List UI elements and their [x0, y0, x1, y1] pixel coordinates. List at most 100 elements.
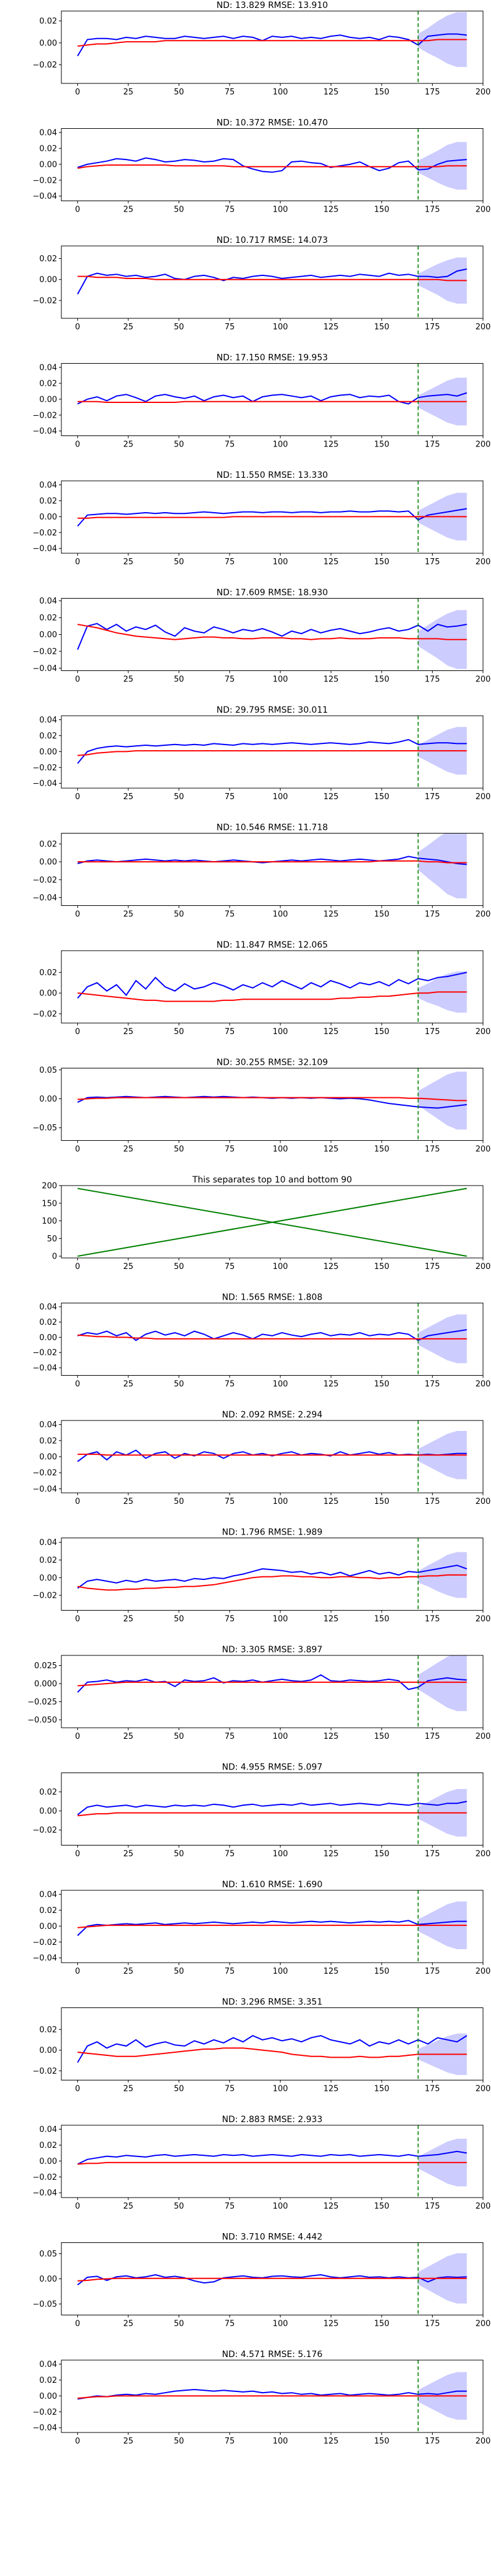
predicted-series-line	[77, 1812, 467, 1817]
x-tick-label: 100	[273, 1380, 288, 1389]
actual-series-line	[77, 2274, 467, 2286]
actual-series-line	[77, 1449, 467, 1462]
actual-series-line	[77, 1329, 467, 1341]
subplot-title: ND: 11.550 RMSE: 13.330	[217, 470, 328, 480]
subplot-17: ND: 1.610 RMSE: 1.690 −0.04 −0.02 0.00 0.02 0…	[33, 1880, 490, 1976]
x-tick-label: 175	[425, 792, 440, 802]
x-tick-label: 175	[425, 2202, 440, 2211]
x-tick-label: 125	[323, 2437, 339, 2446]
x-tick-label: 75	[225, 2085, 235, 2094]
x-tick-label: 175	[425, 323, 440, 332]
plot-area	[77, 1655, 467, 1728]
subplot-title: ND: 4.955 RMSE: 5.097	[222, 1763, 323, 1773]
x-tick-label: 200	[476, 910, 491, 919]
subplot-18: ND: 3.296 RMSE: 3.351 −0.02 0.00 0.02 0 25 50 7…	[33, 1998, 490, 2094]
x-tick-label: 100	[273, 88, 288, 97]
y-tick-label: −0.02	[33, 1469, 57, 1478]
x-tick-label: 50	[174, 1850, 184, 1859]
y-tick-label: 0.02	[39, 497, 57, 506]
x-tick-label: 175	[425, 1145, 440, 1154]
x-tick-label: 100	[273, 440, 288, 450]
y-tick-label: −0.02	[33, 296, 57, 305]
x-tick-label: 200	[476, 792, 491, 802]
x-tick-label: 75	[225, 1027, 235, 1037]
axes-frame	[61, 1068, 484, 1141]
x-tick-label: 175	[425, 1850, 440, 1859]
subplot-7: ND: 29.795 RMSE: 30.011 −0.04 −0.02 0.00 0.0…	[33, 705, 490, 802]
y-tick-label: −0.025	[28, 1698, 57, 1707]
x-tick-label: 50	[174, 2202, 184, 2211]
actual-series-line	[77, 1801, 467, 1815]
x-tick-label: 100	[273, 1145, 288, 1154]
x-tick-label: 50	[174, 1732, 184, 1741]
x-tick-label: 150	[374, 440, 389, 450]
x-tick-label: 125	[323, 1732, 339, 1741]
x-tick-label: 0	[75, 1615, 80, 1624]
subplot-11: This separates top 10 and bottom 90 0 50 10…	[42, 1175, 490, 1271]
y-tick-label: 0.02	[39, 1906, 57, 1915]
x-tick-label: 0	[75, 1380, 80, 1389]
x-tick-label: 25	[123, 2202, 134, 2211]
actual-series-line	[77, 2388, 467, 2400]
axes-frame	[61, 1655, 484, 1728]
x-tick-label: 50	[174, 2085, 184, 2094]
y-tick-label: −0.05	[33, 1124, 57, 1133]
axes-frame	[61, 1303, 484, 1376]
axes-frame	[61, 715, 484, 789]
x-tick-label: 125	[323, 323, 339, 332]
x-tick-label: 125	[323, 910, 339, 919]
x-tick-label: 175	[425, 1027, 440, 1037]
plot-area	[77, 1303, 467, 1376]
plot-area	[77, 1538, 467, 1611]
actual-series-line	[77, 2034, 468, 2063]
y-tick-label: 0.02	[39, 17, 57, 26]
x-tick-label: 175	[425, 1967, 440, 1976]
x-tick-label: 25	[123, 910, 134, 919]
actual-series-line	[77, 1674, 467, 1693]
x-tick-label: 25	[123, 205, 134, 215]
x-tick-label: 100	[273, 205, 288, 215]
x-tick-label: 25	[123, 1732, 134, 1741]
y-tick-label: −0.04	[33, 545, 57, 554]
plot-area	[77, 1420, 467, 1493]
x-tick-label: 50	[174, 1497, 184, 1506]
x-tick-label: 175	[425, 910, 440, 919]
x-tick-label: 150	[374, 1497, 389, 1506]
subplot-title: ND: 1.796 RMSE: 1.989	[222, 1528, 323, 1538]
y-tick-label: 0.02	[39, 968, 57, 978]
x-tick-label: 75	[225, 792, 235, 802]
x-tick-label: 125	[323, 2085, 339, 2094]
x-tick-label: 0	[75, 1967, 80, 1976]
subplot-8: ND: 10.546 RMSE: 11.718 −0.04 −0.02 0.00 0.0…	[33, 823, 490, 919]
y-tick-label: 0.02	[39, 2025, 57, 2034]
y-tick-label: 0	[52, 1252, 57, 1262]
y-tick-label: 0.02	[39, 2376, 57, 2385]
y-tick-label: 0.02	[39, 255, 57, 264]
x-tick-label: 75	[225, 1850, 235, 1859]
x-tick-label: 0	[75, 88, 80, 97]
x-tick-label: 25	[123, 323, 134, 332]
subplot-14: ND: 1.796 RMSE: 1.989 −0.02 0.00 0.02 0.04 0 2…	[33, 1528, 490, 1624]
predicted-series-line	[77, 1574, 467, 1591]
x-tick-label: 100	[273, 2085, 288, 2094]
x-tick-label: 175	[425, 440, 440, 450]
subplot-9: ND: 11.847 RMSE: 12.065 −0.02 0.00 0.02 0 25 5…	[33, 940, 490, 1037]
x-tick-label: 75	[225, 440, 235, 450]
x-tick-label: 50	[174, 88, 184, 97]
subplot-title: ND: 3.296 RMSE: 3.351	[222, 1998, 323, 2007]
subplot-title: ND: 10.372 RMSE: 10.470	[217, 118, 328, 128]
x-tick-label: 175	[425, 205, 440, 215]
y-tick-label: 0.05	[39, 2250, 57, 2259]
subplot-13: ND: 2.092 RMSE: 2.294 −0.04 −0.02 0.00 0.02 0…	[33, 1410, 490, 1506]
y-tick-label: 100	[42, 1217, 57, 1226]
x-tick-label: 200	[476, 1027, 491, 1037]
axes-frame	[61, 1538, 484, 1611]
actual-series-line	[77, 1565, 467, 1589]
y-tick-label: 0.02	[39, 1318, 57, 1327]
forecast-interval-band	[418, 1655, 467, 1711]
y-tick-label: 0.00	[39, 748, 57, 757]
subplot-title: ND: 3.710 RMSE: 4.442	[222, 2233, 323, 2242]
y-tick-label: −0.02	[33, 411, 57, 420]
y-tick-label: 0.02	[39, 614, 57, 623]
x-tick-label: 125	[323, 1380, 339, 1389]
